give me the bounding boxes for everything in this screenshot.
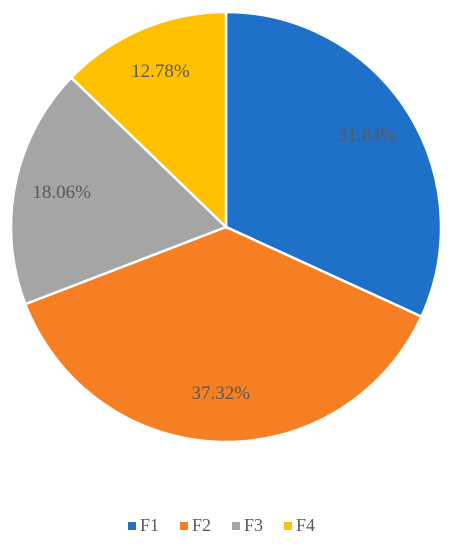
value-label: 37.32% (191, 383, 250, 404)
legend-swatch (180, 522, 188, 530)
value-label: 12.78% (131, 61, 190, 82)
value-label: 18.06% (32, 182, 91, 203)
legend-label: F3 (244, 515, 263, 535)
legend-label: F4 (296, 515, 315, 535)
pie-slice (9, 75, 229, 306)
legend-swatch (232, 522, 240, 530)
legend-label: F2 (192, 515, 211, 535)
legend-label: F1 (140, 515, 159, 535)
pie-slice (69, 10, 228, 230)
value-label: 31.84% (338, 125, 397, 146)
legend-swatch (128, 522, 136, 530)
pie-slice (23, 225, 424, 444)
pie-slice (224, 10, 443, 319)
legend-swatch (284, 522, 292, 530)
